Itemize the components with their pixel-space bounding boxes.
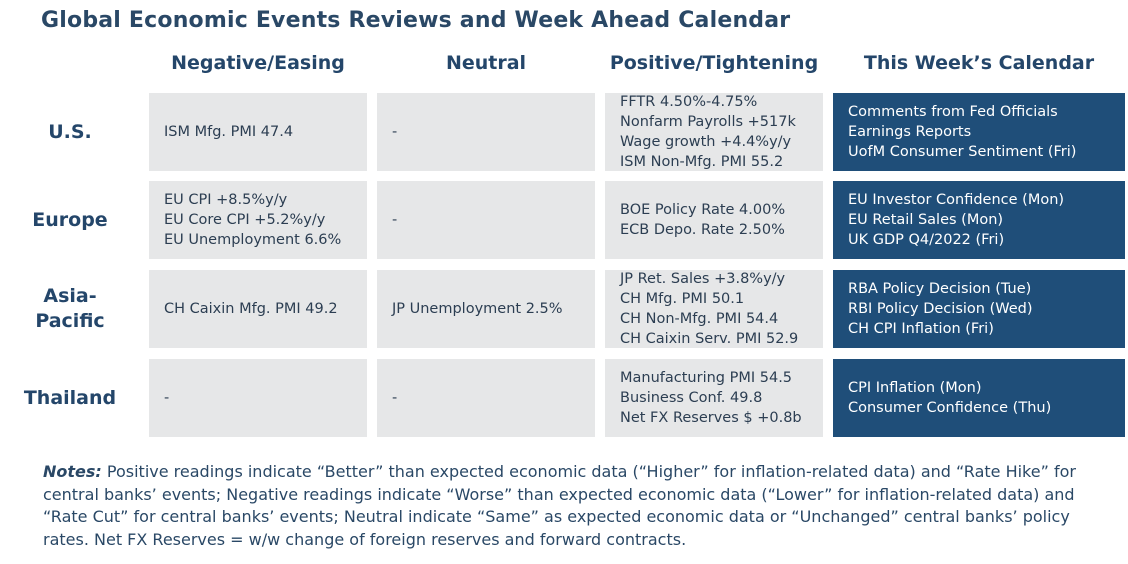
economic-indicator: Wage growth +4.4%y/y xyxy=(620,134,792,150)
row-label-line: Pacific xyxy=(35,310,105,332)
column-header-negative: Negative/Easing xyxy=(171,52,345,74)
notes: Notes: Positive readings indicate “Bette… xyxy=(43,461,1103,551)
economic-indicator: Manufacturing PMI 54.5 xyxy=(620,370,793,386)
calendar-event: Comments from Fed Officials xyxy=(848,104,1058,120)
row-label-line: Europe xyxy=(32,208,108,231)
economic-indicator: ECB Depo. Rate 2.50% xyxy=(620,222,785,238)
row-label-line: U.S. xyxy=(48,120,92,143)
economic-indicator: ISM Mfg. PMI 47.4 xyxy=(164,124,294,140)
economic-indicator: BOE Policy Rate 4.00% xyxy=(620,202,786,218)
economic-indicator: EU Core CPI +5.2%y/y xyxy=(164,212,326,228)
column-header-calendar: This Week’s Calendar xyxy=(863,52,1095,74)
economic-indicator: JP Unemployment 2.5% xyxy=(392,301,563,317)
cell-calendar: EU Investor Confidence (Mon) EU Retail Sa… xyxy=(833,181,1125,259)
notes-text: Positive readings indicate “Better” than… xyxy=(43,462,1076,549)
calendar-event: CH CPI Inflation (Fri) xyxy=(848,321,994,337)
column-header-positive: Positive/Tightening xyxy=(609,52,819,74)
economic-indicator: Nonfarm Payrolls +517k xyxy=(620,114,796,130)
calendar-event: EU Retail Sales (Mon) xyxy=(848,212,1004,228)
economic-indicator: CH Mfg. PMI 50.1 xyxy=(620,291,745,307)
cell-positive: FFTR 4.50%-4.75% Nonfarm Payrolls +517k Wa… xyxy=(605,93,823,171)
row-label-line: Thailand xyxy=(23,386,117,409)
calendar-event: UK GDP Q4/2022 (Fri) xyxy=(848,232,1005,248)
cell-positive: JP Ret. Sales +3.8%y/y CH Mfg. PMI 50.1 CH… xyxy=(605,270,823,348)
economic-indicator: ISM Non-Mfg. PMI 55.2 xyxy=(620,154,784,170)
cell-neutral: JP Unemployment 2.5% xyxy=(377,270,595,348)
economic-indicator: - xyxy=(164,390,170,406)
economic-indicator: JP Ret. Sales +3.8%y/y xyxy=(620,271,786,287)
cell-calendar: CPI Inflation (Mon) Consumer Confidence (… xyxy=(833,359,1125,437)
column-header-neutral: Neutral xyxy=(445,52,527,74)
calendar-event: RBA Policy Decision (Tue) xyxy=(848,281,1032,297)
cell-negative: - xyxy=(149,359,367,437)
cell-neutral: - xyxy=(377,359,595,437)
cell-positive: Manufacturing PMI 54.5 Business Conf. 49.… xyxy=(605,359,823,437)
cell-calendar: Comments from Fed Officials Earnings Repo… xyxy=(833,93,1125,171)
economic-indicator: CH Non-Mfg. PMI 54.4 xyxy=(620,311,779,327)
calendar-event: EU Investor Confidence (Mon) xyxy=(848,192,1065,208)
row-label-thailand: Thailand xyxy=(20,359,120,437)
cell-negative: ISM Mfg. PMI 47.4 xyxy=(149,93,367,171)
economic-indicator: Business Conf. 49.8 xyxy=(620,390,763,406)
cell-positive: BOE Policy Rate 4.00% ECB Depo. Rate 2.50… xyxy=(605,181,823,259)
economic-indicator: FFTR 4.50%-4.75% xyxy=(620,94,758,110)
economic-indicator: - xyxy=(392,212,398,228)
row-label-europe: Europe xyxy=(20,181,120,259)
economic-indicator: CH Caixin Mfg. PMI 49.2 xyxy=(164,301,338,317)
row-label-asia-pacific: Asia- Pacific xyxy=(20,270,120,348)
cell-calendar: RBA Policy Decision (Tue) RBI Policy Deci… xyxy=(833,270,1125,348)
notes-label: Notes: xyxy=(43,462,102,481)
cell-neutral: - xyxy=(377,93,595,171)
calendar-event: RBI Policy Decision (Wed) xyxy=(848,301,1033,317)
economic-indicator: - xyxy=(392,124,398,140)
economic-indicator: CH Caixin Serv. PMI 52.9 xyxy=(620,331,799,347)
economic-indicator: EU Unemployment 6.6% xyxy=(164,232,342,248)
economic-indicator: - xyxy=(392,390,398,406)
calendar-event: Earnings Reports xyxy=(848,124,972,140)
calendar-event: CPI Inflation (Mon) xyxy=(848,380,982,396)
cell-negative: EU CPI +8.5%y/y EU Core CPI +5.2%y/y EU Un… xyxy=(149,181,367,259)
cell-neutral: - xyxy=(377,181,595,259)
economic-indicator: Net FX Reserves $ +0.8b xyxy=(620,410,802,426)
row-label-line: Asia- xyxy=(43,285,97,307)
page-title: Global Economic Events Reviews and Week … xyxy=(41,8,791,33)
economic-indicator: EU CPI +8.5%y/y xyxy=(164,192,288,208)
calendar-event: UofM Consumer Sentiment (Fri) xyxy=(848,144,1077,160)
cell-negative: CH Caixin Mfg. PMI 49.2 xyxy=(149,270,367,348)
row-label-u-s-: U.S. xyxy=(20,93,120,171)
calendar-event: Consumer Confidence (Thu) xyxy=(848,400,1052,416)
